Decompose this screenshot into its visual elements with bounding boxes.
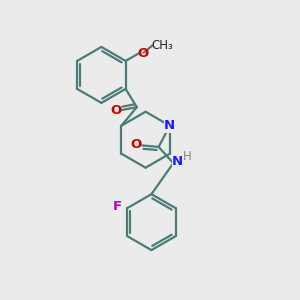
Text: F: F xyxy=(112,200,122,213)
Text: N: N xyxy=(172,155,183,168)
Text: N: N xyxy=(164,119,176,132)
Text: CH₃: CH₃ xyxy=(152,39,173,52)
Text: H: H xyxy=(182,150,191,163)
Text: O: O xyxy=(137,47,148,60)
Text: O: O xyxy=(130,138,142,151)
Text: O: O xyxy=(111,103,122,117)
